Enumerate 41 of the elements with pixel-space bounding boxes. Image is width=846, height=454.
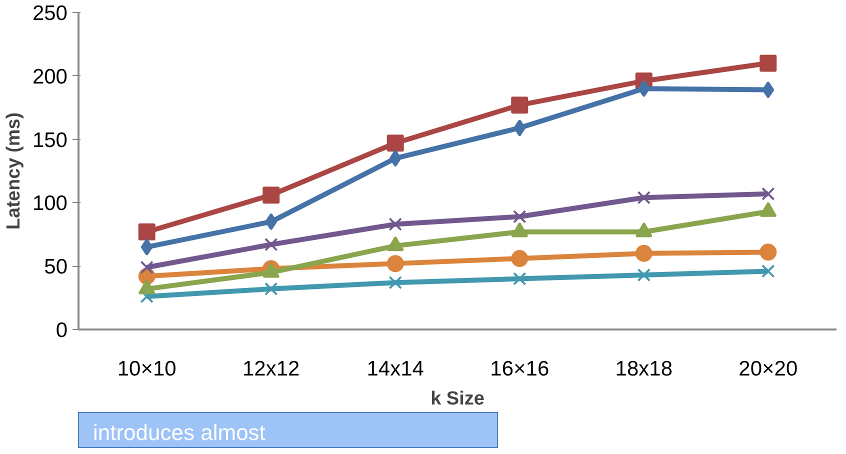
point — [265, 213, 278, 230]
x-tick-label: 20×20 — [738, 358, 798, 380]
point — [511, 96, 528, 114]
x-tick-label: 16×16 — [490, 358, 550, 380]
point — [140, 238, 153, 256]
point — [512, 210, 526, 224]
point — [760, 244, 777, 261]
point — [388, 276, 402, 290]
x-tick-label: 12x12 — [242, 358, 300, 380]
x-axis-title: k Size — [430, 388, 484, 410]
point — [386, 255, 404, 272]
x-tick-label: 18x18 — [615, 358, 673, 380]
y-tick-label: 150 — [32, 128, 68, 152]
y-tick-label: 250 — [32, 2, 68, 25]
y-tick-label: 0 — [56, 319, 68, 342]
point — [262, 186, 280, 204]
point — [637, 268, 651, 282]
point — [386, 134, 404, 152]
y-tick-label: 50 — [44, 256, 68, 279]
point — [762, 264, 775, 278]
y-axis-title: Latency (ms) — [3, 112, 24, 230]
point — [512, 272, 526, 286]
point — [635, 244, 652, 262]
point — [514, 119, 526, 136]
x-tick-label: 10×10 — [117, 358, 176, 380]
point — [760, 54, 777, 72]
y-tick-label: 100 — [32, 192, 68, 216]
point — [762, 187, 775, 200]
point — [264, 238, 278, 252]
point — [388, 218, 402, 231]
point — [140, 260, 154, 274]
point — [389, 150, 402, 167]
point — [138, 223, 156, 240]
point — [637, 190, 651, 204]
point — [762, 81, 774, 98]
text: introduces almost — [93, 419, 266, 447]
point — [264, 282, 278, 296]
y-tick-label: 200 — [32, 65, 68, 88]
x-tick-label: 14x14 — [366, 358, 424, 380]
point — [638, 80, 650, 98]
point — [511, 250, 528, 267]
